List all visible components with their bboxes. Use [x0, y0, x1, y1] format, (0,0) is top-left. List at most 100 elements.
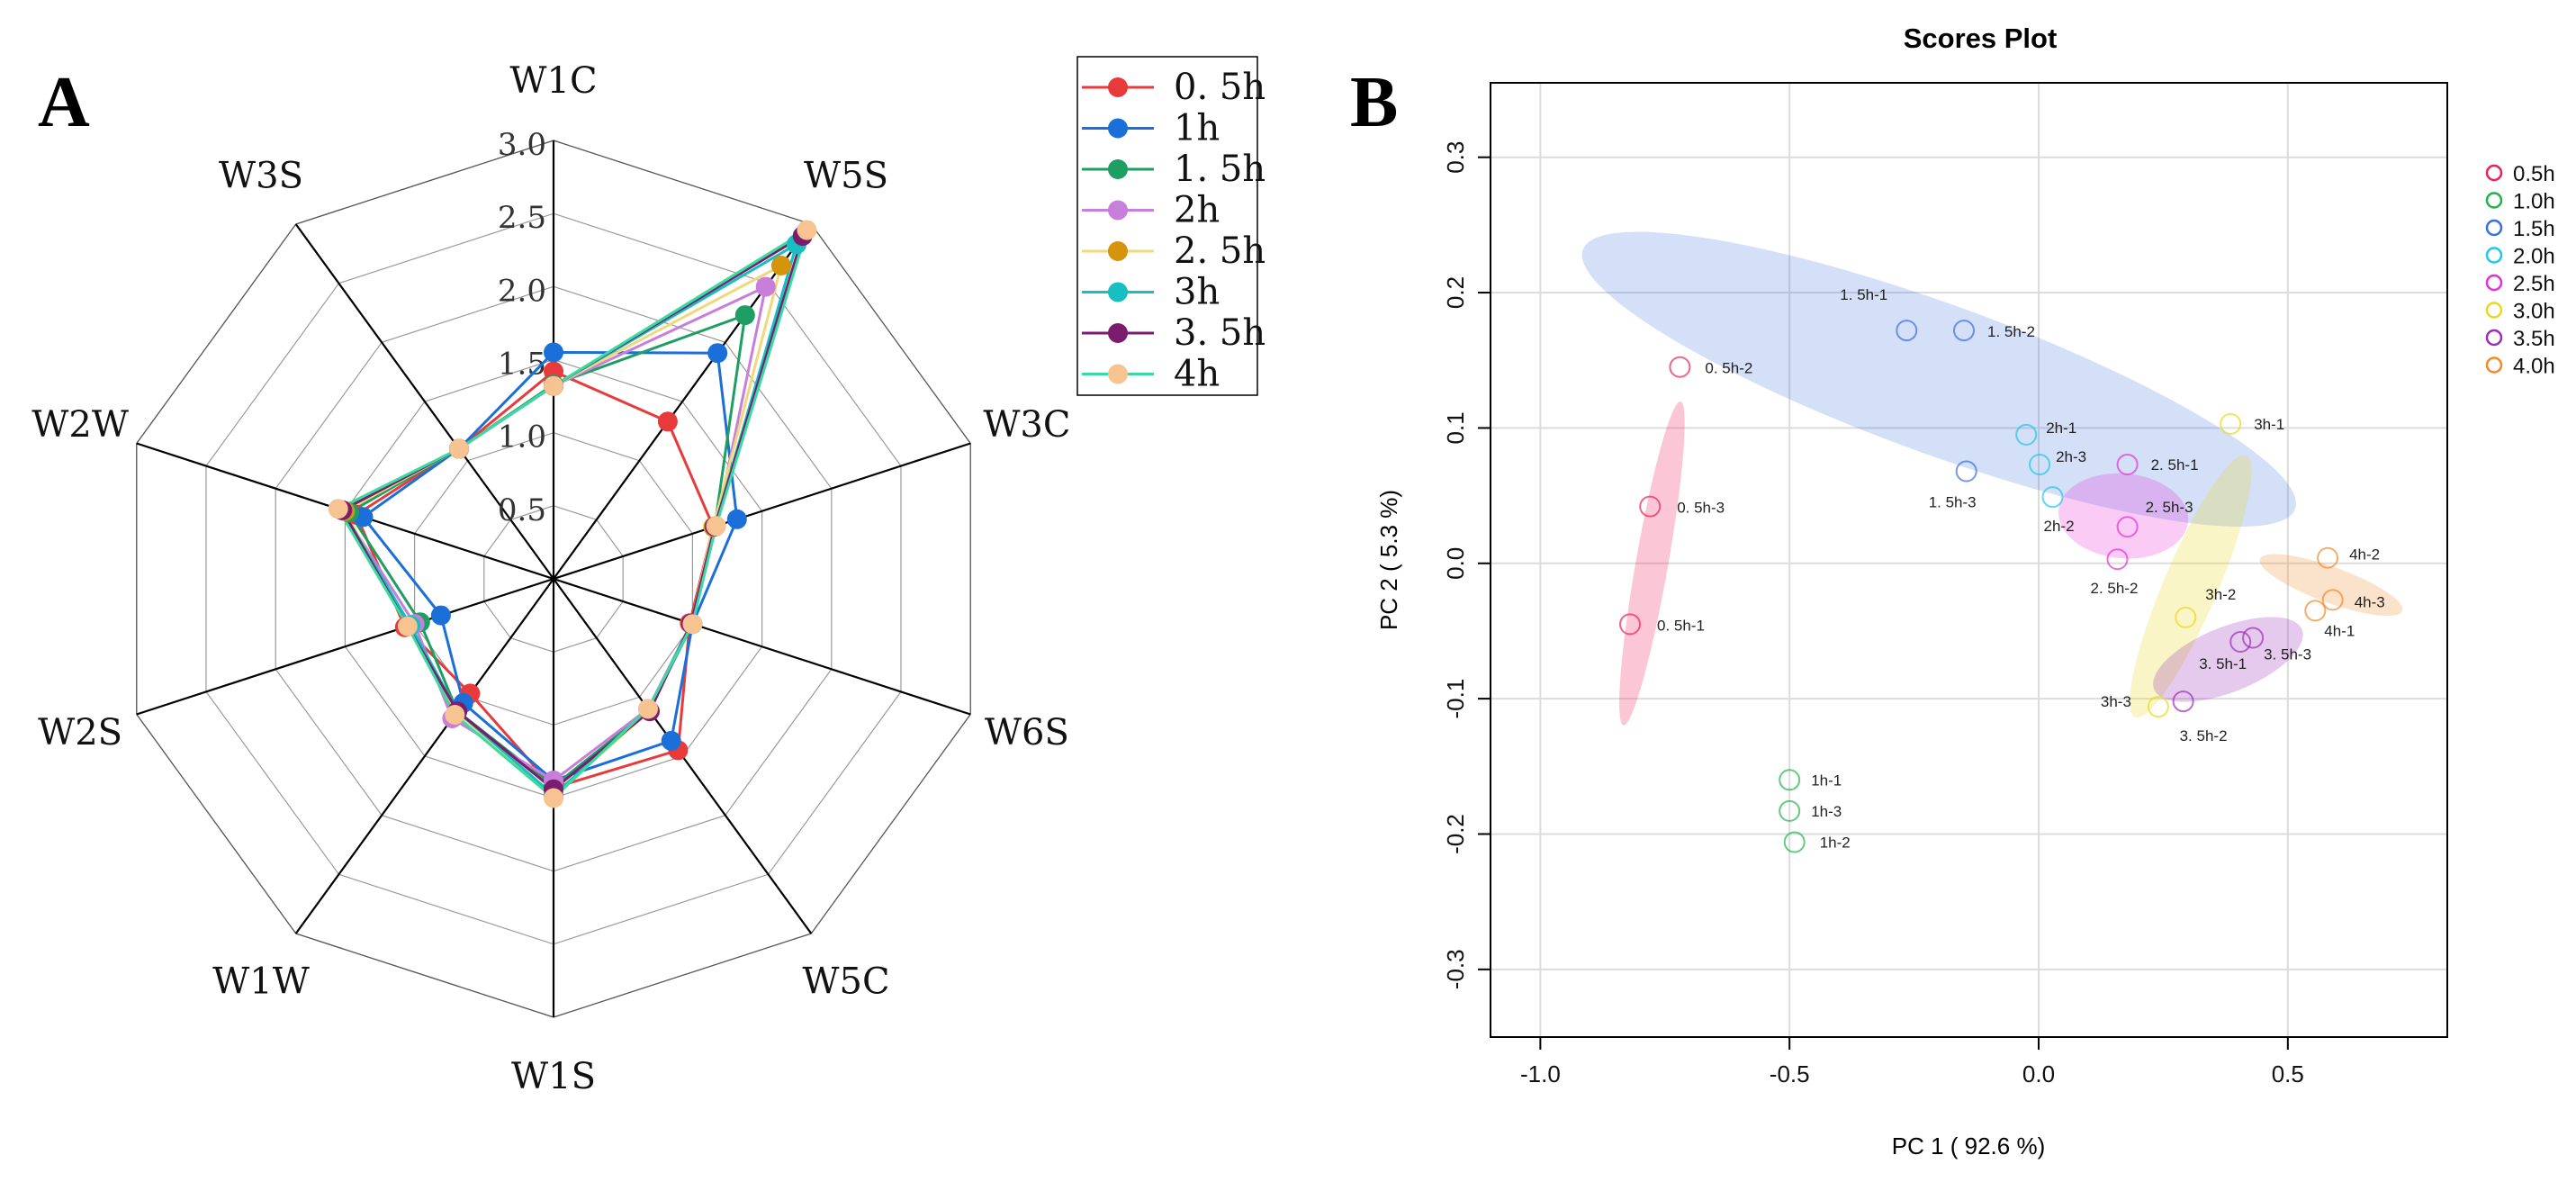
y-axis-label: PC 2 ( 5.3 %) — [1375, 490, 1402, 630]
radar-point — [682, 614, 703, 635]
radar-legend-box — [1076, 56, 1258, 396]
score-point-label: 2h-3 — [2056, 448, 2086, 465]
score-point — [1953, 320, 1975, 342]
x-axis-label: PC 1 ( 92.6 %) — [1892, 1132, 2046, 1159]
radar-axis-label: W2W — [32, 404, 129, 446]
radar-legend-label: 3. 5h — [1174, 312, 1265, 354]
score-point-label: 2. 5h-3 — [2146, 499, 2193, 516]
radar-point — [430, 605, 451, 626]
confidence-ellipse — [2259, 554, 2403, 617]
confidence-ellipse — [2058, 473, 2189, 559]
score-point-label: 3h-1 — [2254, 416, 2284, 433]
scores-plot: B Scores Plot 0. 5h-2 0. 5h-3 0. 5h-1 1h-1 1… — [1350, 23, 2555, 1159]
radar-point — [657, 411, 678, 432]
radar-point — [661, 730, 681, 751]
panel-label-b: B — [1350, 63, 1398, 142]
score-point — [2317, 546, 2339, 569]
radar-point — [544, 788, 563, 808]
score-point-label: 0. 5h-3 — [1677, 500, 1725, 517]
radar-legend-label: 4h — [1174, 354, 1220, 395]
y-tick-label: -0.3 — [1442, 949, 1469, 989]
score-point — [1619, 613, 1641, 636]
score-point — [1669, 356, 1691, 378]
score-point — [2029, 454, 2051, 475]
score-point-label: 1. 5h-3 — [1929, 494, 1977, 511]
radar-tick-label: 1.0 — [498, 420, 546, 456]
radar-legend-label: 0. 5h — [1174, 67, 1265, 108]
score-point-label: 3. 5h-2 — [2180, 727, 2228, 744]
radar-chart: A 0.51.01.52.02.53.0 W1CW5SW3CW6SW5CW1SW… — [32, 56, 1265, 1097]
radar-legend-marker — [1108, 323, 1128, 343]
scatter-legend-label: 3.5h — [2513, 327, 2555, 351]
y-tick-label: 0.1 — [1442, 411, 1469, 444]
radar-point — [797, 220, 817, 240]
score-point — [1896, 320, 1918, 342]
scatter-legend-marker — [2485, 274, 2503, 292]
radar-point — [449, 438, 469, 459]
radar-point — [445, 705, 465, 725]
radar-axis-label: W5S — [804, 156, 888, 197]
scatter-legend-marker — [2485, 302, 2503, 319]
score-point-label: 1h-1 — [1811, 771, 1842, 789]
score-point-label: 2h-1 — [2046, 420, 2076, 437]
radar-spoke — [553, 442, 971, 581]
score-point-label: 3. 5h-1 — [2199, 655, 2247, 672]
radar-point — [734, 305, 755, 326]
confidence-ellipse — [1619, 401, 1685, 726]
radar-tick-label: 2.0 — [498, 273, 546, 309]
radar-tick-labels: 0.5 1.0 1.5 2.0 2.5 3.0 — [498, 127, 546, 528]
radar-point — [726, 509, 747, 529]
radar-point — [544, 375, 563, 396]
radar-legend-label: 2h — [1174, 190, 1220, 231]
score-point — [1955, 460, 1977, 483]
score-point — [2172, 690, 2194, 713]
radar-axis-label: W3C — [983, 404, 1070, 446]
scores-plot-title: Scores Plot — [1904, 23, 2058, 54]
y-tick-label: -0.1 — [1442, 679, 1469, 719]
score-point — [2106, 548, 2129, 571]
scatter-axes: -1.0 -0.5 0.0 0.5 -0.3 -0.2 -0.1 0.0 0.1 0.2 0.3 — [1442, 141, 2304, 1087]
score-point — [2041, 486, 2064, 509]
score-point — [1779, 769, 1801, 791]
radar-axis-label: W1C — [509, 60, 597, 102]
score-point-label: 3h-2 — [2205, 586, 2236, 603]
y-tick-label: 0.2 — [1442, 276, 1469, 309]
radar-axis-label: W1S — [511, 1056, 596, 1097]
radar-tick-label: 2.5 — [498, 200, 546, 236]
radar-axis-label: W3S — [219, 156, 303, 197]
radar-tick-label: 1.5 — [498, 347, 546, 383]
scatter-legend-label: 3.0h — [2513, 300, 2555, 324]
scatter-legend-label: 2.5h — [2513, 272, 2555, 296]
score-point — [1783, 831, 1806, 853]
scatter-legend-marker — [2485, 356, 2503, 374]
score-point — [2175, 606, 2197, 628]
scatter-legend-label: 2.0h — [2513, 245, 2555, 269]
radar-tick-label: 3.0 — [498, 127, 546, 163]
score-point-label: 3. 5h-3 — [2264, 646, 2311, 663]
score-point-label: 4h-1 — [2324, 622, 2355, 639]
score-point — [2116, 516, 2139, 538]
scatter-points: 0. 5h-2 0. 5h-3 0. 5h-1 1h-1 1h-3 1h-2 1. 5h-1… — [1619, 286, 2385, 853]
radar-legend-label: 2. 5h — [1174, 230, 1265, 272]
scatter-legend-marker — [2485, 192, 2503, 209]
score-point-label: 1h-3 — [1811, 803, 1842, 820]
score-point — [2242, 627, 2265, 649]
score-point — [2321, 589, 2344, 611]
radar-axis-label: W6S — [985, 712, 1069, 753]
radar-legend-marker — [1108, 159, 1128, 179]
score-point-label: 1h-2 — [1820, 835, 1851, 852]
radar-point — [638, 699, 658, 719]
x-tick-label: 0.0 — [2022, 1060, 2055, 1087]
radar-legend-label: 1h — [1174, 108, 1220, 149]
radar-point — [328, 499, 348, 519]
scatter-legend-label: 1.0h — [2513, 190, 2555, 214]
scatter-legend-marker — [2485, 329, 2503, 347]
radar-axis-labels: W1C W5S W3C W6S W5C W1S W1W W2S W2W W3S — [32, 60, 1070, 1097]
score-point-label: 1. 5h-2 — [1987, 323, 2035, 340]
scatter-plot-frame — [1490, 82, 2448, 1038]
radar-axis-label: W5C — [802, 961, 889, 1002]
scatter-grid — [1491, 83, 2447, 1037]
score-point-label: 1. 5h-1 — [1840, 286, 1887, 303]
